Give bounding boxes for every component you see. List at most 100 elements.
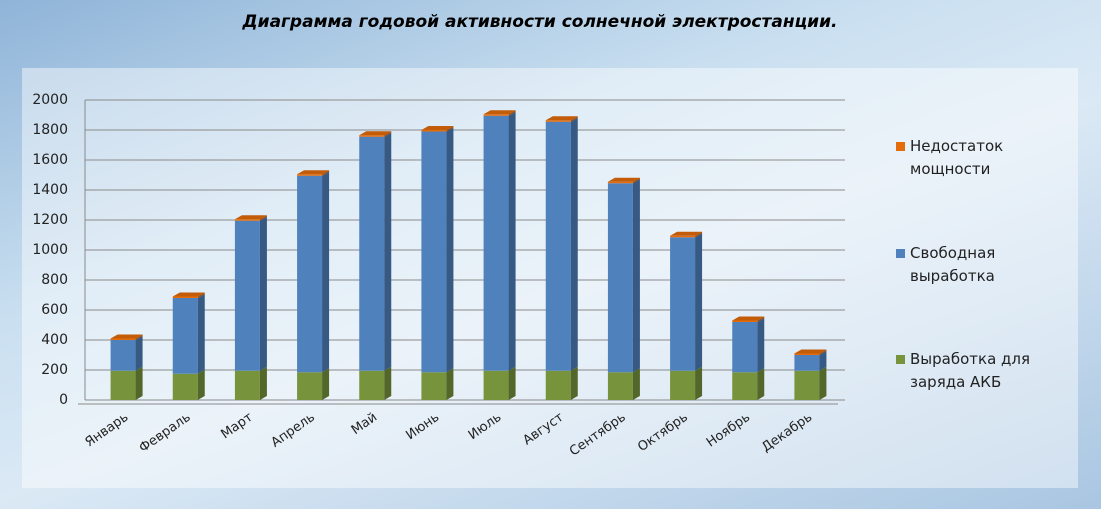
bar-segment: [421, 130, 447, 132]
y-tick-label: 200: [41, 362, 68, 378]
bar-top: [297, 170, 330, 175]
legend-swatch: [896, 142, 905, 151]
bar-side: [695, 233, 703, 371]
bar-segment: [421, 131, 447, 373]
bar-side: [259, 216, 267, 371]
legend-swatch: [896, 355, 905, 364]
bar-side: [322, 170, 330, 176]
bar-segment: [483, 370, 509, 400]
bar-segment: [110, 338, 136, 340]
y-tick-label: 0: [59, 392, 68, 408]
bar-side: [632, 177, 640, 184]
y-tick-label: 800: [41, 272, 68, 288]
bar-side: [446, 368, 454, 400]
bar-side: [197, 292, 205, 298]
bar-segment: [234, 220, 260, 371]
bar-side: [819, 349, 827, 355]
bar-side: [508, 110, 516, 116]
bar-side: [384, 132, 392, 371]
bar-side: [259, 366, 267, 400]
bar-side: [322, 171, 330, 373]
bar-side: [322, 368, 330, 400]
bar-top: [732, 316, 765, 321]
bar-segment: [670, 237, 696, 371]
bar-segment: [545, 120, 571, 122]
bar-segment: [670, 235, 696, 238]
bar-segment: [297, 175, 323, 373]
bar-top: [110, 334, 143, 339]
bar-side: [384, 131, 392, 137]
legend-label: Выработка для заряда АКБ: [910, 350, 1031, 391]
bar-side: [384, 366, 392, 400]
bar-side: [446, 126, 454, 132]
bar-segment: [234, 370, 260, 400]
bar-segment: [670, 370, 696, 400]
bar-top: [421, 126, 454, 130]
bar-segment: [794, 355, 820, 371]
bar-segment: [421, 372, 447, 400]
bar-segment: [297, 174, 323, 176]
bar-segment: [359, 136, 385, 371]
bar-top: [483, 110, 516, 115]
bar-segment: [359, 135, 385, 137]
bar-segment: [172, 373, 198, 400]
y-tick-label: 1800: [32, 122, 68, 138]
bar-side: [632, 179, 640, 373]
bar-side: [570, 366, 578, 400]
bar-segment: [545, 121, 571, 371]
bar-segment: [172, 296, 198, 298]
bar-side: [135, 336, 143, 371]
bar-side: [819, 366, 827, 400]
bar-side: [197, 369, 205, 400]
bar-segment: [794, 370, 820, 400]
bar-segment: [732, 320, 758, 322]
bar-segment: [359, 370, 385, 400]
bar-side: [570, 117, 578, 371]
bar-top: [794, 349, 827, 354]
bar-side: [197, 294, 205, 374]
bar-side: [508, 111, 516, 371]
bar-segment: [732, 322, 758, 373]
y-tick-label: 2000: [32, 92, 68, 108]
bar-side: [819, 351, 827, 371]
y-tick-label: 600: [41, 302, 68, 318]
bar-segment: [545, 370, 571, 400]
bar-segment: [483, 115, 509, 371]
bar-segment: [297, 372, 323, 400]
y-tick-label: 1600: [32, 152, 68, 168]
bar-side: [135, 366, 143, 400]
chart-title: Диаграмма годовой активности солнечной э…: [242, 12, 838, 32]
bar-top: [234, 215, 267, 220]
bar-segment: [172, 298, 198, 374]
bar-segment: [234, 219, 260, 221]
bar-segment: [483, 114, 509, 116]
bar-side: [695, 366, 703, 400]
bar-side: [259, 215, 267, 221]
y-tick-label: 1000: [32, 242, 68, 258]
bar-segment: [607, 372, 633, 400]
bar-side: [446, 127, 454, 373]
bar-side: [757, 318, 765, 373]
bar-side: [508, 366, 516, 400]
bar-top: [359, 131, 392, 136]
bar-segment: [732, 372, 758, 400]
legend-label: Недостаток мощности: [910, 137, 1004, 178]
legend-swatch: [896, 249, 905, 258]
bar-side: [695, 231, 703, 238]
bar-side: [632, 368, 640, 400]
bar-side: [757, 316, 765, 322]
bar-top: [670, 231, 703, 236]
bar-segment: [794, 353, 820, 355]
bar-side: [570, 116, 578, 122]
y-tick-label: 400: [41, 332, 68, 348]
bar-segment: [607, 181, 633, 184]
bar-segment: [110, 340, 136, 371]
y-tick-label: 1200: [32, 212, 68, 228]
bar-top: [172, 292, 205, 297]
legend-label: Свободная выработка: [910, 244, 996, 285]
y-tick-label: 1400: [32, 182, 68, 198]
bar-side: [135, 334, 143, 340]
bar-segment: [110, 370, 136, 400]
